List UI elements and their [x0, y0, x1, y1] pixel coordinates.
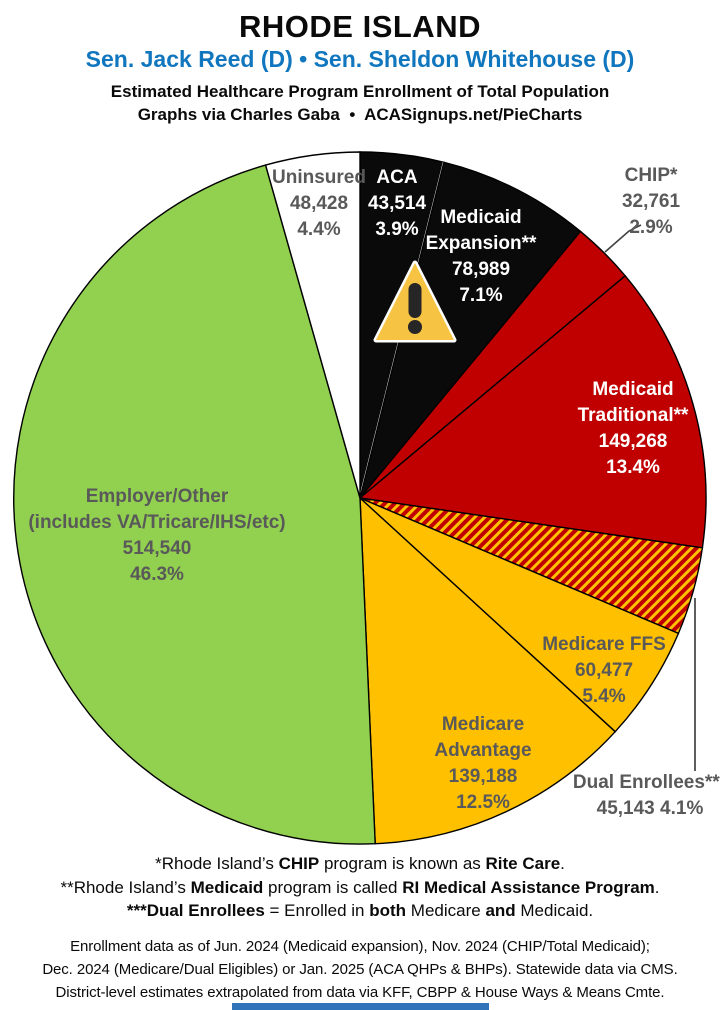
- warning-exclamation-bar: [408, 283, 422, 318]
- label-chip: CHIP* 32,761 2.9%: [621, 165, 681, 238]
- warning-exclamation-dot: [408, 320, 422, 334]
- label-dual-enrollees: Dual Enrollees*** 45,143 4.1%: [572, 772, 720, 819]
- disclaimer-line-3: District-level estimates extrapolated fr…: [55, 984, 665, 1001]
- footnotes: *Rhode Island’s CHIP program is known as…: [0, 852, 720, 923]
- label-medicaid-expansion: Medicaid Expansion** 78,989 7.1%: [425, 207, 537, 306]
- footnote-chip: *Rhode Island’s CHIP program is known as…: [155, 854, 565, 873]
- slice-employer-other: [13, 164, 376, 845]
- footnote-medicaid: **Rhode Island’s Medicaid program is cal…: [60, 877, 660, 897]
- slice-uninsured: [264, 151, 361, 499]
- disclaimer-line-1: Enrollment data as of Jun. 2024 (Medicai…: [70, 938, 650, 955]
- data-source-disclaimer: Enrollment data as of Jun. 2024 (Medicai…: [0, 935, 720, 1004]
- label-medicaid-traditional: Medicaid Traditional** 149,268 13.4%: [577, 379, 689, 478]
- label-uninsured: Uninsured 48,428 4.4%: [272, 167, 366, 240]
- label-medicare-ffs: Medicare FFS 60,477 5.4%: [542, 634, 666, 707]
- chart-subtitle: Estimated Healthcare Program Enrollment …: [110, 82, 610, 101]
- label-medicare-advantage: Medicare Advantage 139,188 12.5%: [434, 714, 532, 813]
- senators-line: Sen. Jack Reed (D) • Sen. Sheldon Whiteh…: [85, 46, 635, 72]
- disclaimer-line-2: Dec. 2024 (Medicare/Dual Eligibles) or J…: [42, 961, 678, 978]
- chip-leader-line: [604, 224, 642, 253]
- pie-slices: [13, 151, 707, 845]
- credit-line: Graphs via Charles Gaba • ACASignups.net…: [137, 105, 583, 124]
- warning-icon: [373, 260, 457, 343]
- bottom-edge-bar: [232, 1003, 489, 1010]
- slice-medicare-advantage: [359, 496, 617, 845]
- slice-medicaid-traditional: [358, 274, 707, 549]
- page-title: RHODE ISLAND: [239, 9, 481, 44]
- slice-medicaid-expansion: [359, 161, 582, 499]
- label-employer-other: Employer/Other (includes VA/Tricare/IHS/e…: [28, 486, 286, 585]
- footnote-dual: ***Dual Enrollees = Enrolled in both Med…: [126, 901, 594, 920]
- label-aca: ACA 43,514 3.9%: [367, 167, 427, 240]
